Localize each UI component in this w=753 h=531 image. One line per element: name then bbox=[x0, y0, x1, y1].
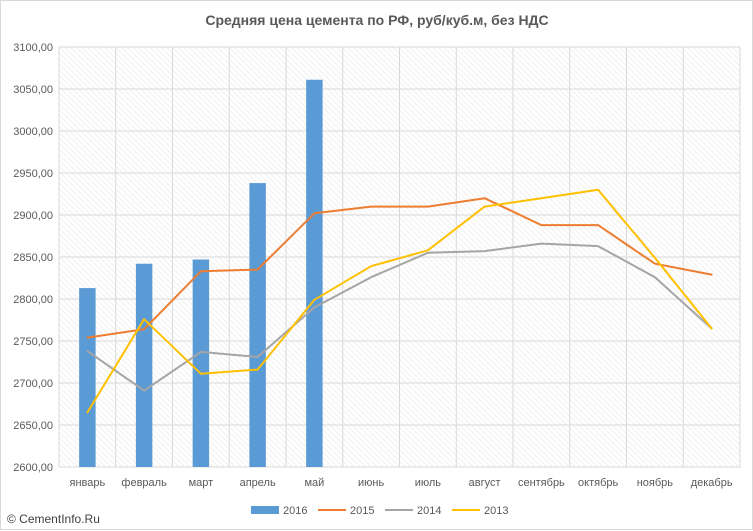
y-tick-label: 2600,00 bbox=[13, 462, 53, 474]
x-tick-label: февраль bbox=[121, 477, 167, 489]
x-tick-label: ноябрь bbox=[637, 477, 674, 489]
legend-label-2013: 2013 bbox=[484, 505, 508, 517]
chart-title: Средняя цена цемента по РФ, руб/куб.м, б… bbox=[205, 12, 548, 28]
y-tick-label: 2750,00 bbox=[13, 336, 53, 348]
y-tick-label: 2700,00 bbox=[13, 378, 53, 390]
line-2014 bbox=[86, 242, 713, 392]
x-tick-label: март bbox=[189, 477, 214, 489]
legend-marker-2016 bbox=[251, 506, 279, 514]
x-tick-label: октябрь bbox=[578, 477, 618, 489]
line-2015 bbox=[86, 197, 713, 339]
y-axis: 2600,00 2650,00 2700,00 2750,00 2800,00 2850,… bbox=[13, 42, 53, 474]
legend-label-2016: 2016 bbox=[283, 505, 307, 517]
y-tick-label: 2950,00 bbox=[13, 168, 53, 180]
line-series bbox=[86, 188, 713, 414]
line-2013 bbox=[86, 188, 713, 414]
x-tick-label: август bbox=[469, 477, 501, 489]
y-tick-label: 3050,00 bbox=[13, 84, 53, 96]
bar-2016 bbox=[306, 79, 323, 467]
watermark: © CementInfo.Ru bbox=[7, 512, 100, 526]
legend: 2016 2015 2014 2013 bbox=[251, 505, 508, 517]
legend-label-2015: 2015 bbox=[350, 505, 374, 517]
legend-label-2014: 2014 bbox=[417, 505, 441, 517]
x-tick-label: июнь bbox=[358, 477, 384, 489]
x-axis: январь февраль март апрель май июнь июль август… bbox=[70, 477, 733, 489]
bar-series bbox=[79, 79, 323, 467]
y-tick-label: 3100,00 bbox=[13, 42, 53, 54]
y-tick-label: 2900,00 bbox=[13, 210, 53, 222]
grid bbox=[58, 46, 741, 468]
x-tick-label: январь bbox=[70, 477, 106, 489]
x-tick-label: декабрь bbox=[691, 477, 733, 489]
y-tick-label: 2650,00 bbox=[13, 420, 53, 432]
y-tick-label: 2850,00 bbox=[13, 252, 53, 264]
x-tick-label: сентябрь bbox=[518, 477, 565, 489]
bar-2016 bbox=[192, 259, 210, 467]
y-tick-label: 2800,00 bbox=[13, 294, 53, 306]
bar-2016 bbox=[135, 263, 153, 467]
x-tick-label: май bbox=[304, 477, 324, 489]
bar-2016 bbox=[249, 183, 266, 467]
x-tick-label: июль bbox=[415, 477, 442, 489]
bar-2016 bbox=[79, 288, 96, 467]
x-tick-label: апрель bbox=[240, 477, 276, 489]
y-tick-label: 3000,00 bbox=[13, 126, 53, 138]
